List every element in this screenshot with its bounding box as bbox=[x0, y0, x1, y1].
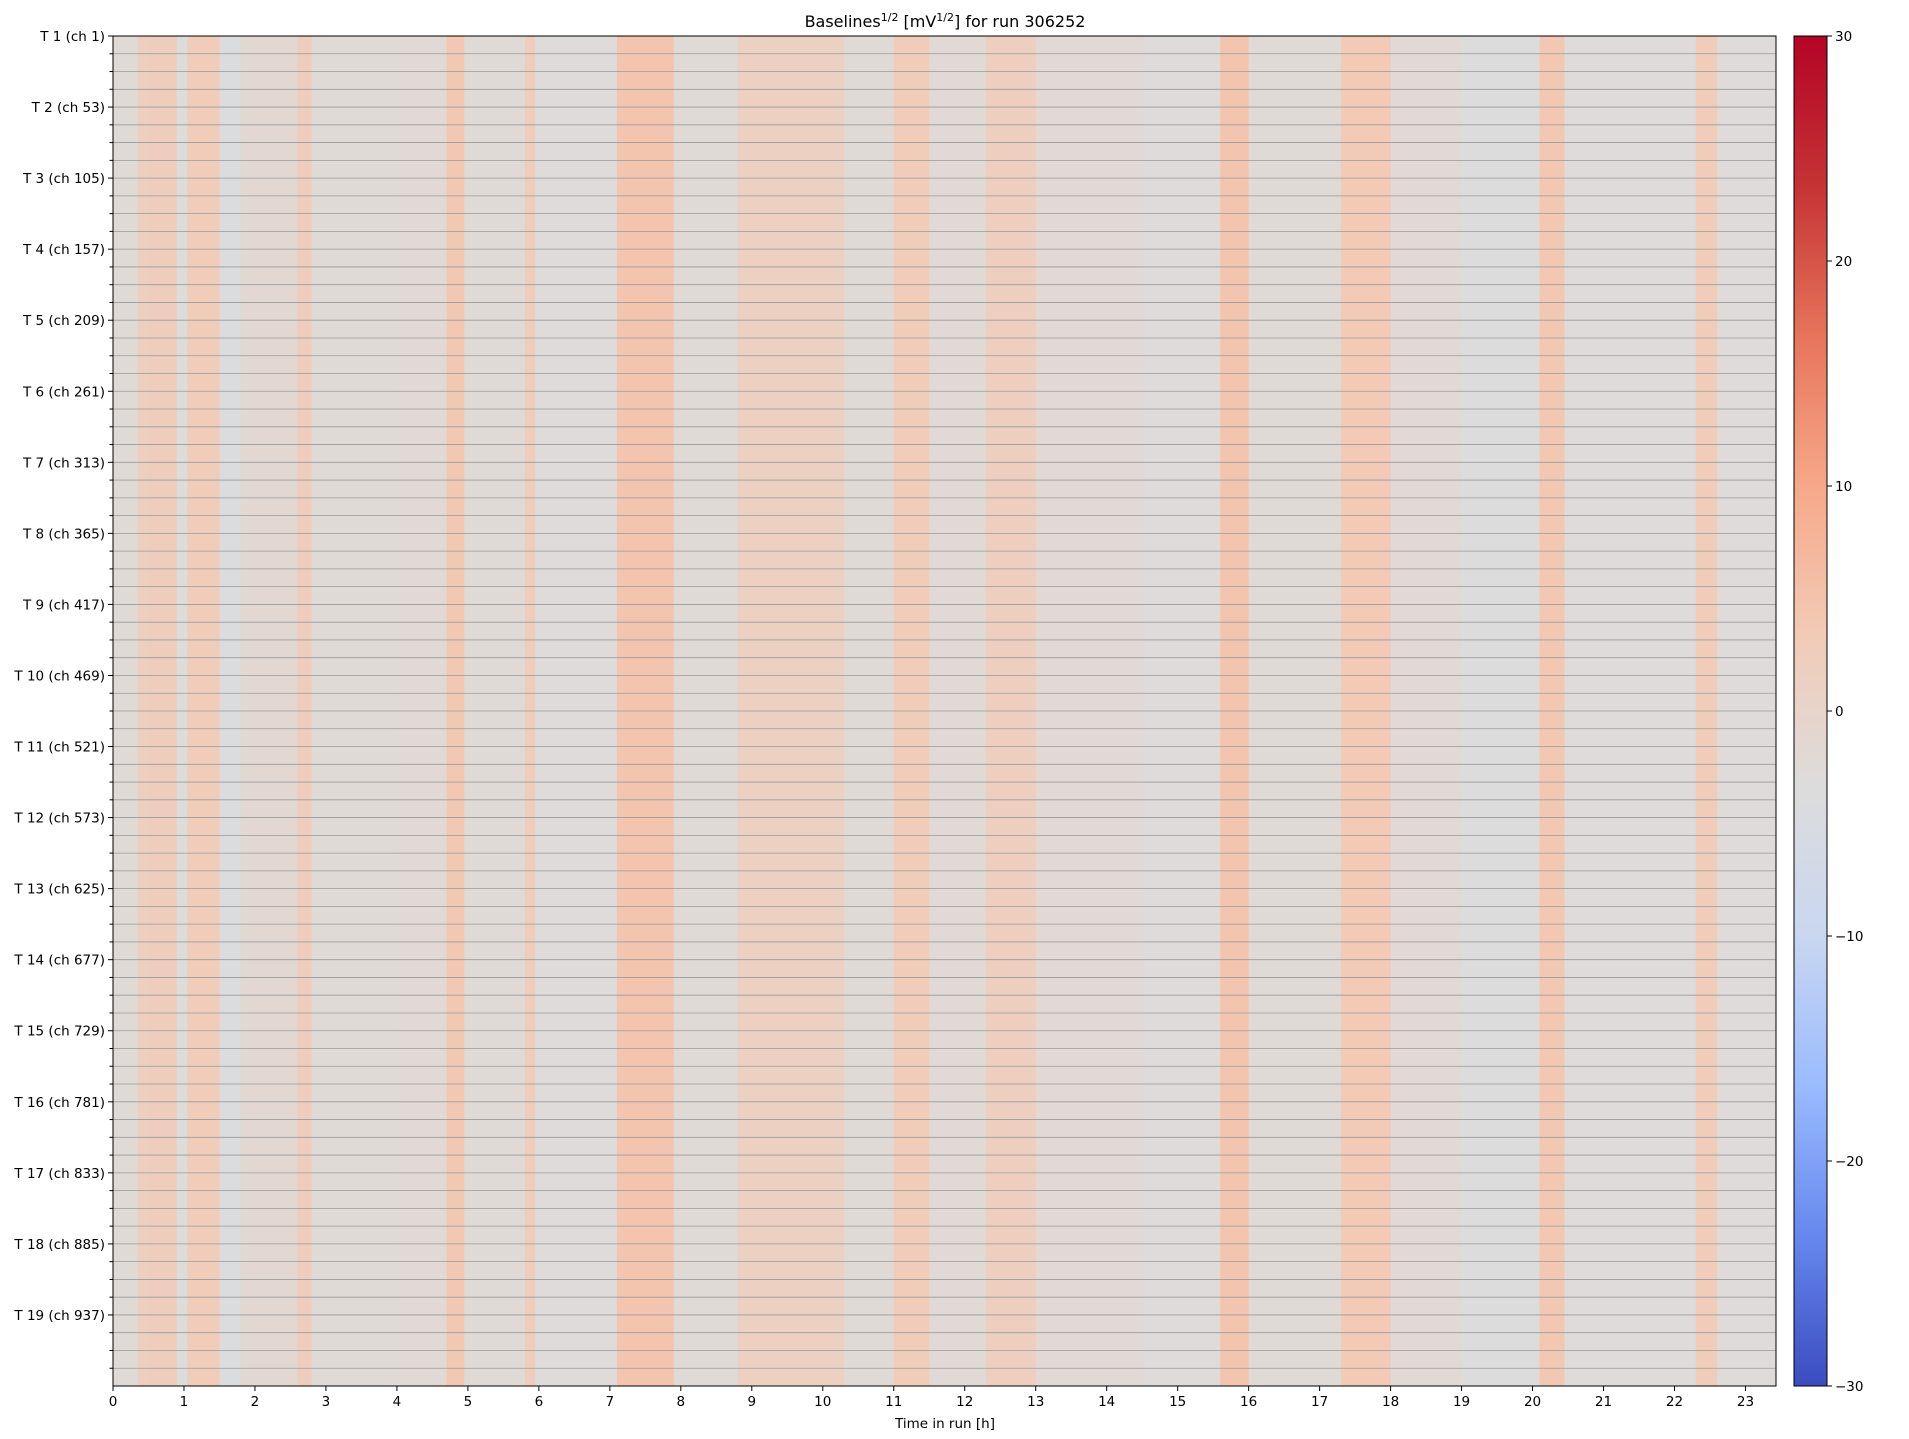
x-tick-label: 20 bbox=[1524, 1394, 1541, 1410]
colorbar-tick-label: 30 bbox=[1835, 29, 1852, 45]
x-tick-label: 15 bbox=[1169, 1394, 1186, 1410]
x-tick-label: 0 bbox=[109, 1394, 118, 1410]
y-tick-label: T 18 (ch 885) bbox=[13, 1237, 105, 1253]
x-tick-label: 6 bbox=[535, 1394, 544, 1410]
y-tick-label: T 16 (ch 781) bbox=[13, 1095, 105, 1111]
y-tick-label: T 11 (ch 521) bbox=[13, 740, 105, 756]
x-tick-label: 9 bbox=[747, 1394, 756, 1410]
x-tick-label: 7 bbox=[606, 1394, 615, 1410]
y-tick-label: T 19 (ch 937) bbox=[13, 1308, 105, 1324]
y-tick-label: T 7 (ch 313) bbox=[22, 455, 105, 471]
x-tick-label: 19 bbox=[1453, 1394, 1470, 1410]
x-tick-label: 8 bbox=[677, 1394, 686, 1410]
y-tick-label: T 4 (ch 157) bbox=[22, 242, 105, 258]
colorbar-tick-label: 0 bbox=[1835, 704, 1844, 720]
x-tick-label: 22 bbox=[1666, 1394, 1683, 1410]
y-tick-label: T 12 (ch 573) bbox=[13, 811, 105, 827]
y-tick-label: T 13 (ch 625) bbox=[13, 882, 105, 898]
y-tick-label: T 9 (ch 417) bbox=[22, 597, 105, 613]
colorbar-tick-label: −20 bbox=[1835, 1154, 1864, 1170]
x-tick-label: 4 bbox=[393, 1394, 402, 1410]
y-tick-label: T 10 (ch 469) bbox=[13, 668, 105, 684]
x-tick-label: 21 bbox=[1595, 1394, 1612, 1410]
x-tick-label: 11 bbox=[885, 1394, 902, 1410]
colorbar-tick-label: 10 bbox=[1835, 479, 1852, 495]
x-axis: 0 1 2 3 4 5 6 7 8 9 10 11 12 13 14 15 16 17 18 19 20 21 22 23 bbox=[109, 1386, 1754, 1410]
x-tick-label: 13 bbox=[1027, 1394, 1044, 1410]
y-tick-label: T 6 (ch 261) bbox=[22, 384, 105, 400]
x-tick-label: 23 bbox=[1737, 1394, 1754, 1410]
chart-title: Baselines1/2 [mV1/2] for run 306252 bbox=[805, 11, 1086, 31]
colorbar-tick-label: 20 bbox=[1835, 254, 1852, 270]
y-tick-label: T 17 (ch 833) bbox=[13, 1166, 105, 1182]
x-tick-label: 10 bbox=[814, 1394, 831, 1410]
x-tick-label: 3 bbox=[322, 1394, 331, 1410]
x-tick-label: 2 bbox=[251, 1394, 260, 1410]
x-tick-label: 14 bbox=[1098, 1394, 1115, 1410]
heatmap-row-gridlines bbox=[113, 53, 1776, 1369]
x-axis-label: Time in run [h] bbox=[894, 1416, 995, 1432]
y-tick-label: T 14 (ch 677) bbox=[13, 953, 105, 969]
x-tick-label: 16 bbox=[1240, 1394, 1257, 1410]
y-axis: T 1 (ch 1) T 2 (ch 53) T 3 (ch 105) T 4 (ch… bbox=[13, 29, 113, 1369]
y-tick-label: T 1 (ch 1) bbox=[39, 29, 105, 45]
colorbar-tick-label: −30 bbox=[1835, 1379, 1864, 1395]
y-tick-label: T 2 (ch 53) bbox=[31, 100, 105, 116]
x-tick-label: 18 bbox=[1382, 1394, 1399, 1410]
x-tick-label: 5 bbox=[464, 1394, 473, 1410]
x-tick-label: 17 bbox=[1311, 1394, 1328, 1410]
x-tick-label: 12 bbox=[956, 1394, 973, 1410]
y-tick-label: T 3 (ch 105) bbox=[22, 171, 105, 187]
x-tick-label: 1 bbox=[180, 1394, 189, 1410]
y-tick-label: T 8 (ch 365) bbox=[22, 526, 105, 542]
y-tick-label: T 5 (ch 209) bbox=[22, 313, 105, 329]
colorbar-axis: 30 20 10 0 −10 −20 −30 bbox=[1827, 29, 1864, 1395]
colorbar bbox=[1793, 35, 1828, 1387]
y-tick-label: T 15 (ch 729) bbox=[13, 1024, 105, 1040]
colorbar-tick-label: −10 bbox=[1835, 929, 1864, 945]
